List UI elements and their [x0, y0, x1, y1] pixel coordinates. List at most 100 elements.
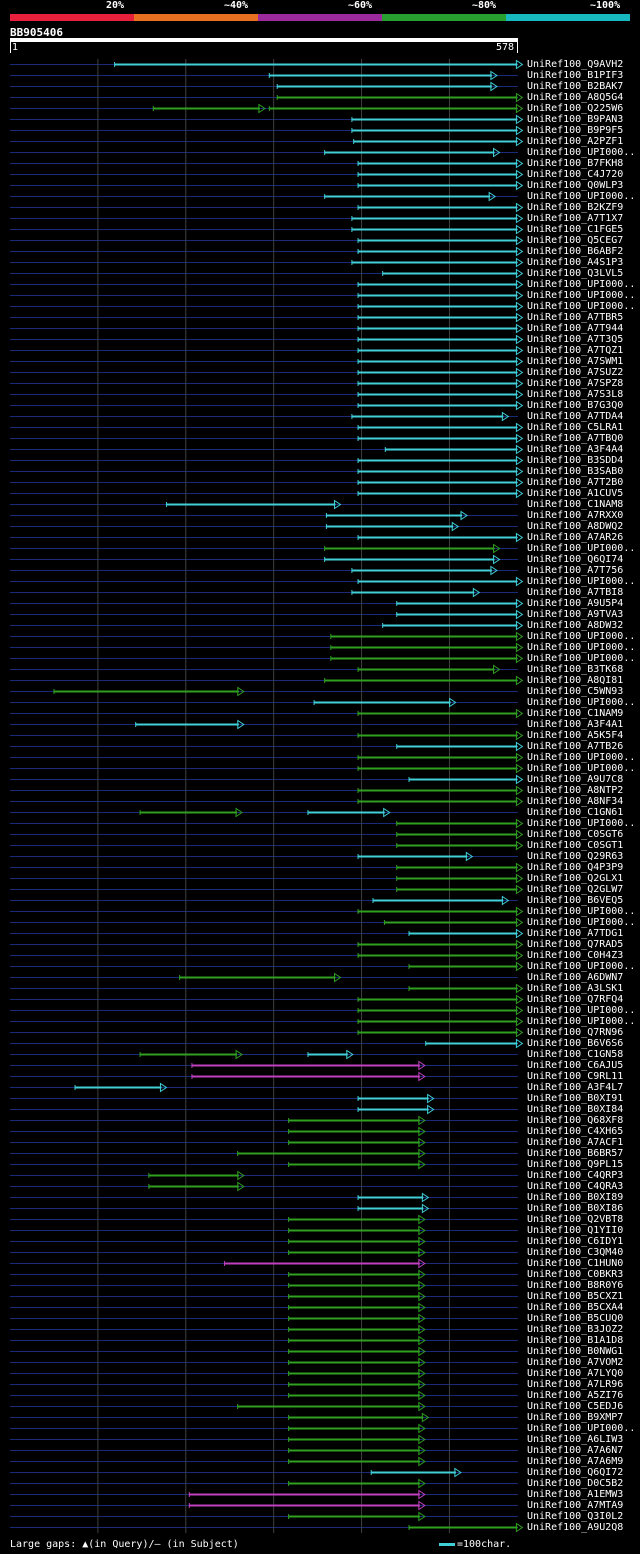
- hit-label[interactable]: UniRef100_A6LIW3: [527, 1434, 624, 1445]
- hit-label[interactable]: UniRef100_C0SGT1: [527, 840, 624, 851]
- hit-label[interactable]: UniRef100_UPI000..: [527, 906, 636, 917]
- hit-label[interactable]: UniRef100_A7TDA4: [527, 411, 624, 422]
- hit-label[interactable]: UniRef100_A7T944: [527, 323, 624, 334]
- hit-label[interactable]: UniRef100_B6ABF2: [527, 246, 624, 257]
- hit-label[interactable]: UniRef100_A3F4A1: [527, 719, 624, 730]
- hit-label[interactable]: UniRef100_Q0WLP3: [527, 180, 624, 191]
- hit-label[interactable]: UniRef100_A7TQZ1: [527, 345, 624, 356]
- hit-label[interactable]: UniRef100_UPI000..: [527, 191, 636, 202]
- hit-label[interactable]: UniRef100_UPI000..: [527, 631, 636, 642]
- hit-label[interactable]: UniRef100_A7MTA9: [527, 1500, 624, 1511]
- hit-label[interactable]: UniRef100_A7LYQ0: [527, 1368, 624, 1379]
- hit-label[interactable]: UniRef100_B3TK68: [527, 664, 624, 675]
- hit-label[interactable]: UniRef100_UPI000..: [527, 301, 636, 312]
- hit-label[interactable]: UniRef100_UPI000..: [527, 697, 636, 708]
- hit-label[interactable]: UniRef100_Q7RN96: [527, 1027, 624, 1038]
- hit-label[interactable]: UniRef100_A7LR96: [527, 1379, 624, 1390]
- hit-label[interactable]: UniRef100_A7TBQ0: [527, 433, 624, 444]
- hit-label[interactable]: UniRef100_A1EMW3: [527, 1489, 624, 1500]
- hit-label[interactable]: UniRef100_A7T3Q5: [527, 334, 624, 345]
- hit-label[interactable]: UniRef100_C1GN58: [527, 1049, 624, 1060]
- hit-label[interactable]: UniRef100_UPI000..: [527, 917, 636, 928]
- hit-label[interactable]: UniRef100_UPI000..: [527, 576, 636, 587]
- hit-label[interactable]: UniRef100_A7SUZ2: [527, 367, 624, 378]
- hit-label[interactable]: UniRef100_UPI000..: [527, 642, 636, 653]
- hit-label[interactable]: UniRef100_A7TBR5: [527, 312, 624, 323]
- hit-label[interactable]: UniRef100_A2PZF1: [527, 136, 624, 147]
- hit-label[interactable]: UniRef100_B9P9F5: [527, 125, 624, 136]
- hit-label[interactable]: UniRef100_A3F4A4: [527, 444, 624, 455]
- hit-label[interactable]: UniRef100_C0BKR3: [527, 1269, 624, 1280]
- hit-label[interactable]: UniRef100_Q4P3P9: [527, 862, 624, 873]
- hit-label[interactable]: UniRef100_C6IDY1: [527, 1236, 624, 1247]
- hit-label[interactable]: UniRef100_UPI000..: [527, 653, 636, 664]
- hit-label[interactable]: UniRef100_B0XI86: [527, 1203, 624, 1214]
- hit-label[interactable]: UniRef100_C1FGE5: [527, 224, 624, 235]
- hit-label[interactable]: UniRef100_UPI000..: [527, 147, 636, 158]
- hit-label[interactable]: UniRef100_A5ZI76: [527, 1390, 624, 1401]
- hit-label[interactable]: UniRef100_Q3I0L2: [527, 1511, 624, 1522]
- hit-label[interactable]: UniRef100_Q2GLX1: [527, 873, 624, 884]
- hit-label[interactable]: UniRef100_C4QRA3: [527, 1181, 624, 1192]
- hit-label[interactable]: UniRef100_Q1YII0: [527, 1225, 624, 1236]
- hit-label[interactable]: UniRef100_A7ACF1: [527, 1137, 624, 1148]
- hit-label[interactable]: UniRef100_B0XI84: [527, 1104, 624, 1115]
- hit-label[interactable]: UniRef100_B5CXZ1: [527, 1291, 624, 1302]
- hit-label[interactable]: UniRef100_A1CUV5: [527, 488, 624, 499]
- hit-label[interactable]: UniRef100_B1A1D8: [527, 1335, 624, 1346]
- hit-label[interactable]: UniRef100_A9U2Q8: [527, 1522, 624, 1533]
- hit-label[interactable]: UniRef100_A8DWQ2: [527, 521, 624, 532]
- hit-label[interactable]: UniRef100_A7A6N7: [527, 1445, 624, 1456]
- hit-label[interactable]: UniRef100_UPI000..: [527, 1423, 636, 1434]
- hit-label[interactable]: UniRef100_C4J720: [527, 169, 624, 180]
- hit-label[interactable]: UniRef100_C4QRP3: [527, 1170, 624, 1181]
- hit-label[interactable]: UniRef100_C1HUN0: [527, 1258, 624, 1269]
- hit-label[interactable]: UniRef100_A8Q5G4: [527, 92, 624, 103]
- hit-label[interactable]: UniRef100_A5K5F4: [527, 730, 624, 741]
- hit-label[interactable]: UniRef100_B0XI89: [527, 1192, 624, 1203]
- hit-label[interactable]: UniRef100_Q68XF8: [527, 1115, 624, 1126]
- hit-label[interactable]: UniRef100_B7FKH8: [527, 158, 624, 169]
- hit-label[interactable]: UniRef100_A7SWM1: [527, 356, 624, 367]
- hit-label[interactable]: UniRef100_C0SGT6: [527, 829, 624, 840]
- hit-label[interactable]: UniRef100_C5LRA1: [527, 422, 624, 433]
- hit-label[interactable]: UniRef100_B3SDD4: [527, 455, 624, 466]
- hit-label[interactable]: UniRef100_UPI000..: [527, 1005, 636, 1016]
- hit-label[interactable]: UniRef100_B3JOZ2: [527, 1324, 624, 1335]
- hit-label[interactable]: UniRef100_A4S1P3: [527, 257, 624, 268]
- hit-label[interactable]: UniRef100_C1NAM9: [527, 708, 624, 719]
- hit-label[interactable]: UniRef100_A7SPZ8: [527, 378, 624, 389]
- hit-label[interactable]: UniRef100_Q2GLW7: [527, 884, 624, 895]
- hit-label[interactable]: UniRef100_B9XMP7: [527, 1412, 624, 1423]
- hit-label[interactable]: UniRef100_Q9AVH2: [527, 59, 624, 70]
- hit-label[interactable]: UniRef100_A8NF34: [527, 796, 624, 807]
- hit-label[interactable]: UniRef100_A7VOM2: [527, 1357, 624, 1368]
- hit-label[interactable]: UniRef100_UPI000..: [527, 290, 636, 301]
- hit-label[interactable]: UniRef100_C1NAM8: [527, 499, 624, 510]
- hit-label[interactable]: UniRef100_B0NWG1: [527, 1346, 624, 1357]
- hit-label[interactable]: UniRef100_UPI000..: [527, 543, 636, 554]
- hit-label[interactable]: UniRef100_B3SAB0: [527, 466, 624, 477]
- hit-label[interactable]: UniRef100_C0H4Z3: [527, 950, 624, 961]
- hit-label[interactable]: UniRef100_Q6QI72: [527, 1467, 624, 1478]
- hit-label[interactable]: UniRef100_UPI000..: [527, 961, 636, 972]
- hit-label[interactable]: UniRef100_A6DWN7: [527, 972, 624, 983]
- hit-label[interactable]: UniRef100_A9TVA3: [527, 609, 624, 620]
- hit-label[interactable]: UniRef100_UPI000..: [527, 763, 636, 774]
- hit-label[interactable]: UniRef100_A8QI81: [527, 675, 624, 686]
- hit-label[interactable]: UniRef100_B6VEQ5: [527, 895, 624, 906]
- hit-label[interactable]: UniRef100_B5CXA4: [527, 1302, 624, 1313]
- hit-label[interactable]: UniRef100_C4XH65: [527, 1126, 624, 1137]
- hit-label[interactable]: UniRef100_C3QM40: [527, 1247, 624, 1258]
- hit-label[interactable]: UniRef100_A7TBI8: [527, 587, 624, 598]
- hit-label[interactable]: UniRef100_Q9PL15: [527, 1159, 624, 1170]
- hit-label[interactable]: UniRef100_Q225W6: [527, 103, 624, 114]
- hit-label[interactable]: UniRef100_UPI000..: [527, 1016, 636, 1027]
- hit-label[interactable]: UniRef100_A3LSK1: [527, 983, 624, 994]
- hit-label[interactable]: UniRef100_B9PAN3: [527, 114, 624, 125]
- hit-label[interactable]: UniRef100_Q5CEG7: [527, 235, 624, 246]
- hit-label[interactable]: UniRef100_UPI000..: [527, 279, 636, 290]
- hit-label[interactable]: UniRef100_UPI000..: [527, 752, 636, 763]
- hit-label[interactable]: UniRef100_A7RXX0: [527, 510, 624, 521]
- hit-label[interactable]: UniRef100_Q2VBT8: [527, 1214, 624, 1225]
